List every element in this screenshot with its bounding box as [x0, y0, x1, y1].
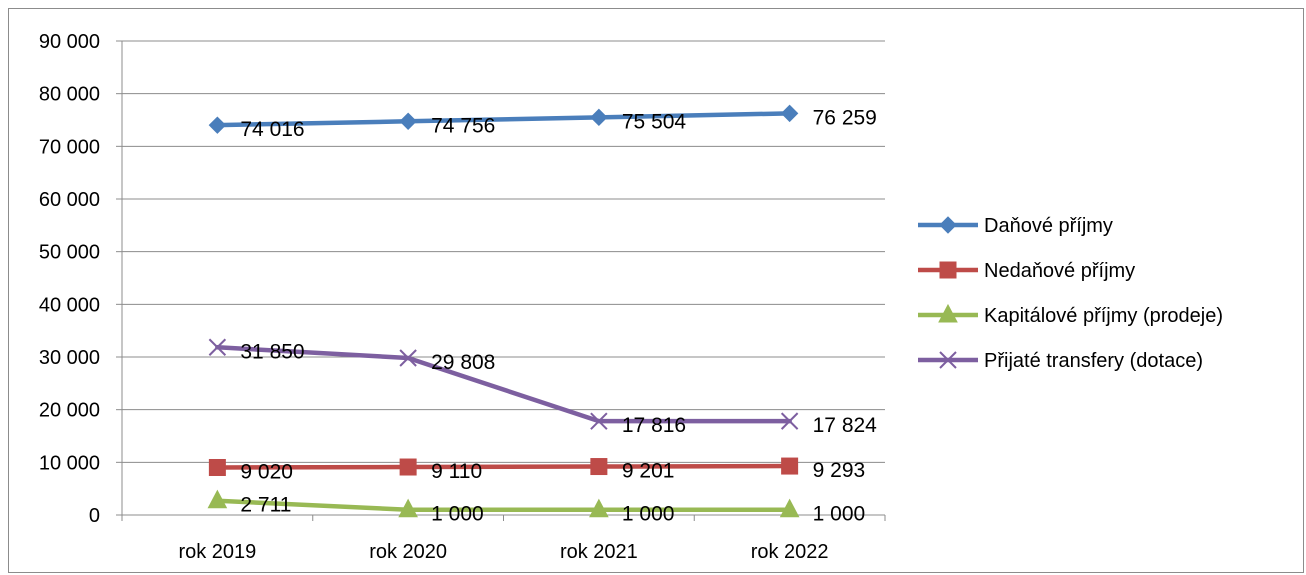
data-point — [589, 498, 609, 518]
data-label: 17 824 — [813, 414, 878, 437]
x-tick-label: rok 2021 — [560, 541, 638, 563]
data-point — [781, 457, 799, 475]
y-tick-label: 80 000 — [39, 84, 100, 106]
data-label: 9 201 — [622, 460, 675, 483]
data-label: 9 020 — [240, 460, 293, 483]
chart-frame — [8, 8, 1304, 573]
legend-entry: Kapitálové příjmy (prodeje) — [984, 305, 1223, 327]
data-point — [590, 108, 608, 127]
legend-marker — [939, 351, 957, 369]
series-line — [215, 463, 792, 470]
data-label: 74 756 — [431, 114, 495, 137]
data-point — [399, 349, 417, 367]
legend-marker — [939, 216, 957, 234]
data-label: 75 504 — [622, 110, 687, 133]
x-tick-label: rok 2022 — [751, 541, 829, 563]
y-tick-label: 30 000 — [39, 347, 100, 369]
data-point — [208, 458, 226, 476]
x-tick-label: rok 2019 — [178, 541, 256, 563]
y-tick-label: 70 000 — [39, 136, 100, 158]
legend-entry: Daňové příjmy — [984, 215, 1113, 237]
data-point — [590, 412, 608, 430]
data-label: 1 000 — [431, 503, 484, 526]
y-tick-label: 50 000 — [39, 242, 100, 264]
data-label: 17 816 — [622, 414, 686, 437]
legend-marker — [938, 303, 958, 323]
data-label: 9 110 — [431, 460, 482, 483]
data-label: 1 000 — [813, 503, 866, 526]
y-tick-label: 40 000 — [39, 294, 100, 316]
data-label: 31 850 — [240, 340, 304, 363]
data-point — [399, 112, 417, 130]
data-point — [779, 498, 800, 518]
x-tick-label: rok 2020 — [369, 541, 447, 563]
data-point — [399, 458, 417, 476]
legend-marker — [939, 261, 957, 279]
data-label: 9 293 — [813, 459, 866, 482]
legend-entry: Nedaňové příjmy — [984, 260, 1135, 282]
series-line — [215, 111, 792, 128]
data-label: 2 711 — [240, 494, 291, 517]
y-tick-label: 90 000 — [39, 31, 100, 53]
y-tick-label: 20 000 — [39, 400, 100, 422]
data-label: 74 016 — [240, 118, 304, 141]
y-tick-label: 60 000 — [39, 189, 100, 211]
y-tick-label: 10 000 — [39, 452, 100, 474]
data-point — [780, 412, 799, 430]
y-tick-label: 0 — [89, 505, 100, 527]
legend-entry: Přijaté transfery (dotace) — [984, 350, 1203, 372]
data-point — [207, 489, 228, 509]
data-point — [780, 104, 799, 123]
data-label: 1 000 — [622, 503, 675, 526]
data-point — [208, 338, 227, 356]
data-point — [398, 498, 418, 518]
data-label: 29 808 — [431, 351, 495, 374]
data-label: 76 259 — [813, 106, 877, 129]
series-line — [215, 345, 792, 424]
data-point — [208, 116, 227, 134]
series-line — [215, 498, 792, 512]
data-point — [590, 458, 608, 476]
